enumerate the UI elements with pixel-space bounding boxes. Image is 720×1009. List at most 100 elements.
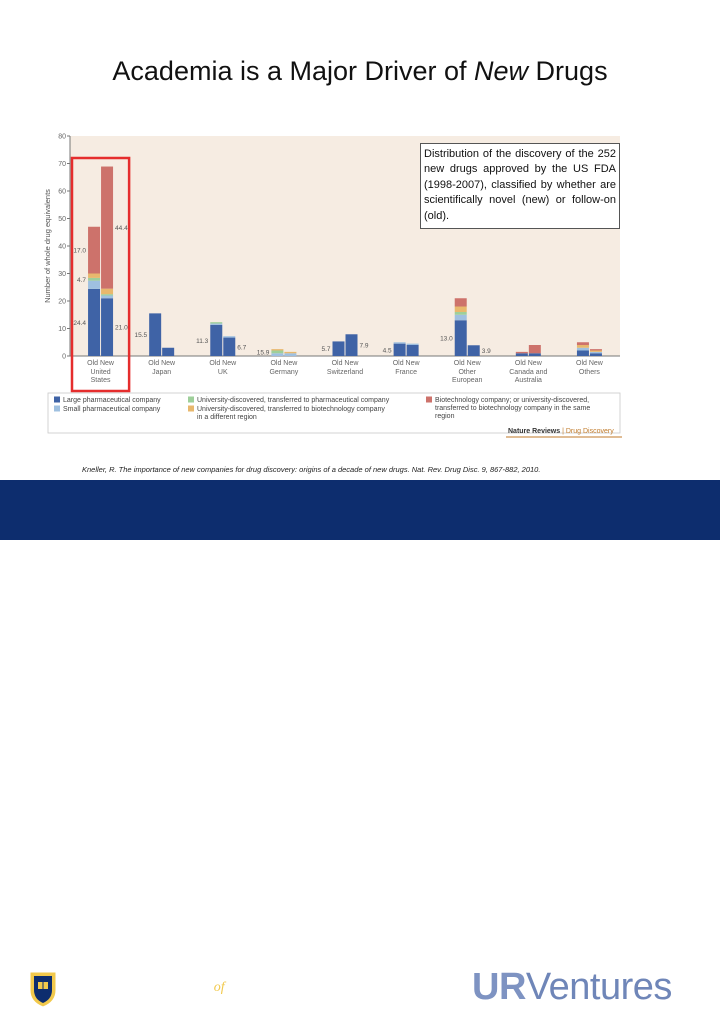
x-tick-label: Old New [209,360,237,367]
y-tick-label: 30 [58,271,66,278]
x-tick-label: Old New [454,360,482,367]
bar-segment [332,341,345,356]
bar-segment [576,345,589,348]
bar-segment [589,351,602,354]
data-label: 11.3 [196,338,209,345]
bar-segment [576,347,589,351]
x-group-label: Canada and [509,369,547,376]
x-group-label: States [91,377,111,384]
data-label: 6.7 [237,344,246,351]
y-tick-label: 60 [58,189,66,196]
bar-segment [345,334,358,356]
bar-segment [223,337,236,356]
bar-segment [528,345,541,354]
y-tick-label: 0 [62,354,66,361]
university-wordmark: UNIVERSITY of ROCHESTER [84,974,352,996]
legend-swatch [188,405,194,412]
data-label: 15.9 [257,350,270,357]
y-tick-label: 50 [58,216,66,223]
data-label: 4.7 [77,277,86,284]
x-tick-label: Old New [87,360,115,367]
x-tick-label: Old New [515,360,543,367]
data-label: 3.9 [482,348,491,355]
bar-segment [454,320,467,356]
bar-segment [88,288,101,356]
data-label: 15.5 [135,332,148,339]
bar-segment [589,349,602,351]
bar-segment [101,166,114,289]
x-tick-label: Old New [332,360,360,367]
y-tick-label: 80 [58,134,66,141]
bar-segment [101,295,114,299]
bar-segment [528,353,541,356]
data-label: 4.5 [383,347,392,354]
legend-label: in a different region [197,414,257,421]
bar-segment [210,324,223,356]
source-journal: Nature Reviews [508,428,560,435]
bar-segment [576,342,589,345]
bar-segment [515,353,528,356]
legend-box [47,392,621,434]
legend-swatch [188,396,194,403]
x-tick-label: Old New [270,360,298,367]
y-tick-label: 40 [58,244,66,251]
bar-segment [210,323,223,325]
x-tick-label: Old New [393,360,421,367]
x-tick-label: Old New [576,360,604,367]
bar-segment [454,314,467,321]
data-label: 24.4 [73,320,86,327]
y-tick-label: 70 [58,161,66,168]
bar-segment [406,345,419,356]
bar-segment [271,349,284,351]
x-group-label: Japan [152,369,171,376]
legend-label: Biotechnology company; or university-dis… [435,397,589,404]
bar-segment [406,343,419,345]
bar-segment [454,306,467,312]
bar-segment [393,343,406,356]
y-axis-label: Number of whole drug equivalents [43,189,52,303]
x-group-label: Germany [269,369,298,376]
bar-segment [454,312,467,315]
bar-segment [454,298,467,307]
citation: Kneller, R. The importance of new compan… [82,465,541,474]
bar-segment [88,277,101,281]
bar-segment [589,353,602,356]
bar-segment [284,351,297,354]
legend-label: Small pharmaceutical company [63,406,161,413]
slide-title: Academia is a Major Driver of New Drugs [112,56,608,86]
data-label: 7.9 [360,343,369,350]
bar-segment [393,342,406,344]
footer-bar: UNIVERSITY of ROCHESTER URVentures [0,480,720,1008]
description-text: Distribution of the discovery of the 252… [424,148,616,222]
bar-segment [515,351,528,354]
x-group-label: Other [458,369,476,376]
x-group-label: UK [218,369,228,376]
data-label: 17.0 [73,248,86,255]
bar-segment [271,353,284,356]
legend-label: region [435,413,455,420]
bar-segment [210,322,223,324]
legend-swatch [426,396,432,403]
bar-segment [88,280,101,289]
bar-segment [149,313,162,356]
x-group-label: France [395,369,417,376]
y-tick-label: 10 [58,326,66,333]
description-box: Distribution of the discovery of the 252… [420,143,620,230]
legend-swatch [54,396,60,403]
bar-segment [101,298,114,356]
bar-segment [162,347,175,356]
bar-segment [223,336,236,338]
bar-segment [576,350,589,356]
legend-label: University-discovered, transferred to ph… [197,397,390,404]
x-tick-label: Old New [148,360,176,367]
data-label: 13.0 [440,336,453,343]
bar-segment [101,294,114,296]
source-credit: Nature Reviews | Drug Discovery [508,428,614,435]
bar-segment [467,345,480,356]
highlight-box-united-states [70,156,131,393]
bar-segment [88,226,101,274]
x-group-label: European [452,377,482,384]
x-group-label: United [90,369,110,376]
data-label: 5.7 [321,346,330,353]
x-group-label: Switzerland [327,369,363,376]
